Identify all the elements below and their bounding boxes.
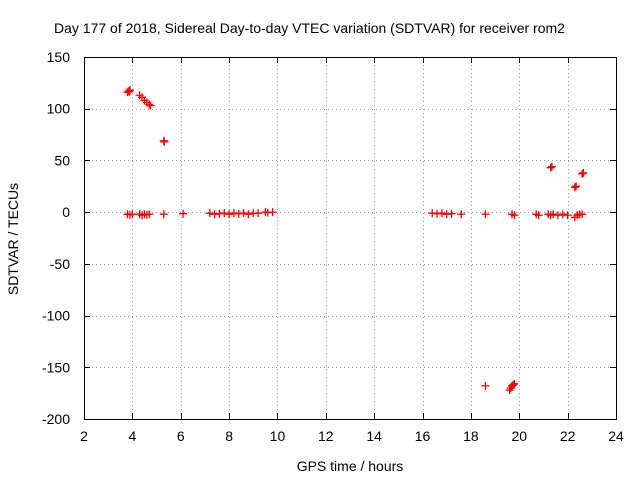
data-point xyxy=(547,162,556,171)
data-point xyxy=(179,209,188,218)
data-point xyxy=(481,381,490,390)
data-point xyxy=(145,210,154,219)
data-point xyxy=(239,209,248,218)
data-point xyxy=(447,209,456,218)
data-point xyxy=(558,210,567,219)
data-point xyxy=(125,87,134,96)
y-tick-label: 100 xyxy=(47,101,71,117)
data-point xyxy=(510,379,519,388)
data-point xyxy=(578,210,587,219)
x-tick-label: 14 xyxy=(366,428,382,444)
x-tick-label: 8 xyxy=(225,428,233,444)
data-point xyxy=(225,210,234,219)
x-tick-label: 10 xyxy=(270,428,286,444)
data-point xyxy=(553,211,562,220)
axis-ticks xyxy=(84,57,617,420)
data-point xyxy=(570,183,579,192)
data-point xyxy=(578,169,587,178)
y-axis-tick-labels: -200 -150 -100 -50 0 50 100 150 xyxy=(42,49,70,427)
x-tick-label: 18 xyxy=(463,428,479,444)
grid xyxy=(84,57,616,419)
y-tick-label: -50 xyxy=(50,256,70,272)
x-tick-label: 24 xyxy=(608,428,624,444)
x-tick-label: 2 xyxy=(80,428,88,444)
y-tick-label: -200 xyxy=(42,411,70,427)
x-axis-label: GPS time / hours xyxy=(297,458,404,474)
x-tick-label: 16 xyxy=(415,428,431,444)
data-point xyxy=(159,210,168,219)
data-point xyxy=(145,100,154,109)
data-point xyxy=(254,209,263,218)
x-tick-label: 12 xyxy=(318,428,334,444)
plot-area-frame xyxy=(84,57,617,420)
y-tick-label: 150 xyxy=(47,49,71,65)
y-tick-label: -100 xyxy=(42,308,70,324)
data-point xyxy=(579,168,588,177)
data-point xyxy=(146,101,155,110)
data-point xyxy=(481,210,490,219)
data-point xyxy=(510,211,519,220)
x-axis-tick-labels: 2 4 6 8 10 12 14 16 18 20 22 24 xyxy=(80,428,624,444)
data-point xyxy=(437,209,446,218)
data-point xyxy=(572,182,581,191)
y-tick-label: 0 xyxy=(62,204,70,220)
y-tick-label: -150 xyxy=(42,359,70,375)
x-tick-label: 6 xyxy=(177,428,185,444)
chart-title: Day 177 of 2018, Sidereal Day-to-day VTE… xyxy=(54,20,565,36)
data-point xyxy=(549,210,558,219)
data-point xyxy=(220,209,229,218)
y-axis-label: SDTVAR / TECUs xyxy=(5,183,21,295)
data-point xyxy=(509,380,518,389)
data-point xyxy=(546,163,555,172)
data-point xyxy=(534,211,543,220)
data-point xyxy=(457,210,466,219)
data-point xyxy=(563,211,572,220)
x-tick-label: 4 xyxy=(128,428,136,444)
y-tick-label: 50 xyxy=(54,152,70,168)
data-point xyxy=(160,137,169,146)
x-tick-label: 22 xyxy=(560,428,576,444)
data-point xyxy=(244,210,253,219)
data-point xyxy=(268,208,277,217)
data-point xyxy=(205,209,214,218)
x-tick-label: 20 xyxy=(511,428,527,444)
data-point xyxy=(128,210,137,219)
data-points xyxy=(123,86,588,395)
